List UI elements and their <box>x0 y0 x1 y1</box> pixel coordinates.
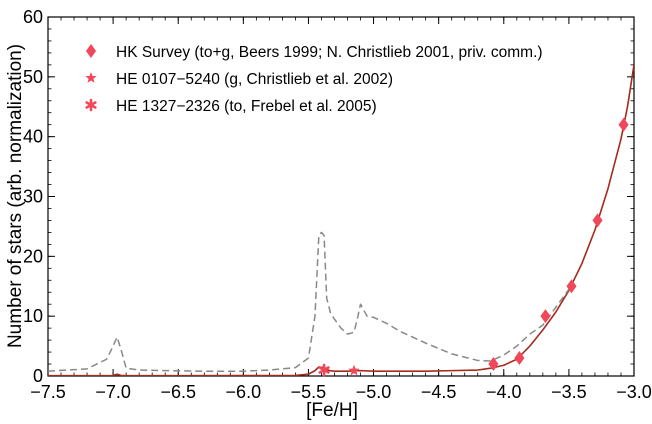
data-point-hk-survey <box>618 117 629 132</box>
x-tick-label: −6.0 <box>226 382 262 402</box>
legend-label-he1327: HE 1327−2326 (to, Frebel et al. 2005) <box>116 98 377 115</box>
x-tick-label: −5.5 <box>291 382 327 402</box>
x-tick-label: −5.0 <box>356 382 392 402</box>
x-tick-label: −4.0 <box>486 382 522 402</box>
legend-marker-he0107 <box>85 72 97 83</box>
y-tick-label: 60 <box>23 7 43 27</box>
data-point-hk-survey <box>566 279 577 294</box>
data-point-hk-survey <box>514 351 525 366</box>
legend-asterisk-marker <box>85 98 97 112</box>
markers-layer <box>318 117 629 377</box>
x-tick-label: −3.0 <box>616 382 652 402</box>
legend-marker-hk-survey <box>85 44 97 58</box>
x-tick-label: −3.5 <box>551 382 587 402</box>
x-tick-label: −4.5 <box>421 382 457 402</box>
data-point-hk-survey <box>540 309 551 324</box>
x-tick-label: −6.5 <box>160 382 196 402</box>
y-axis-ticks: 0 10 20 30 40 50 60 <box>23 7 634 386</box>
legend-marker-he1327 <box>85 98 97 112</box>
y-tick-label: 30 <box>23 187 43 207</box>
legend-label-hk-survey: HK Survey (to+g, Beers 1999; N. Christli… <box>116 44 543 61</box>
legend: HK Survey (to+g, Beers 1999; N. Christli… <box>85 44 543 115</box>
series-line-model-dashed <box>48 231 570 372</box>
legend-diamond-marker <box>85 44 97 58</box>
y-tick-label: 40 <box>23 127 43 147</box>
x-tick-label: −7.0 <box>95 382 131 402</box>
y-tick-label: 10 <box>23 306 43 326</box>
x-axis-ticks: −7.5 −7.0 −6.5 −6.0 −5.5 −5.0 −4.5 −4.0 −3.5 −3.0 <box>30 17 652 402</box>
series-line-model-solid <box>48 64 634 376</box>
data-point-hk-survey <box>592 213 603 228</box>
y-tick-label: 50 <box>23 67 43 87</box>
x-tick-label: −7.5 <box>30 382 66 402</box>
legend-label-he0107: HE 0107−5240 (g, Christlieb et al. 2002) <box>116 71 393 88</box>
data-point-hk-survey <box>488 357 499 372</box>
series-layer <box>48 64 634 376</box>
y-tick-label: 20 <box>23 246 43 266</box>
y-tick-label: 0 <box>33 366 43 386</box>
x-axis-label: [Fe/H] <box>306 400 358 421</box>
y-axis-label: Number of stars (arb. normalization) <box>5 44 26 348</box>
data-point-he1327 <box>318 363 330 377</box>
data-point-he0107 <box>348 364 360 376</box>
legend-star-marker <box>85 72 97 83</box>
